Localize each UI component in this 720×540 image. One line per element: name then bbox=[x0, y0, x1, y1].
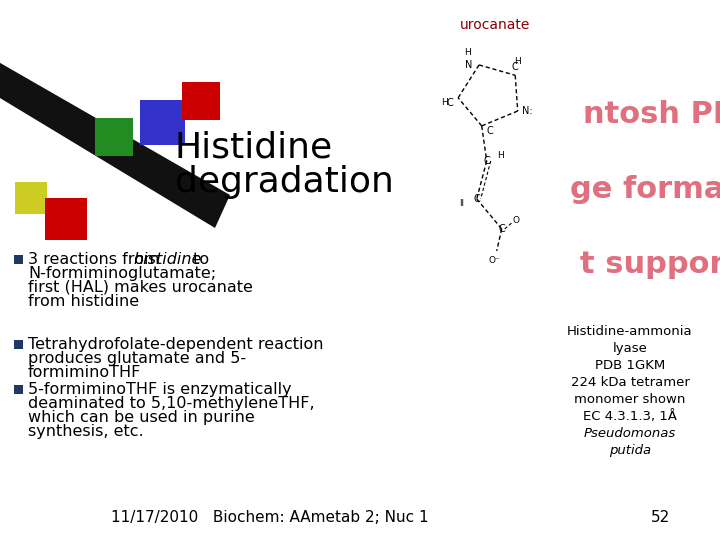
Text: from histidine: from histidine bbox=[28, 294, 139, 309]
Text: Histidine: Histidine bbox=[175, 130, 333, 164]
Bar bbox=[95, 118, 133, 156]
Text: 5-formiminoTHF is enzymatically: 5-formiminoTHF is enzymatically bbox=[28, 382, 292, 397]
Text: PDB 1GKM: PDB 1GKM bbox=[595, 359, 665, 372]
Text: monomer shown: monomer shown bbox=[575, 393, 685, 406]
Bar bbox=[45, 198, 87, 240]
Text: H: H bbox=[498, 151, 504, 160]
Bar bbox=[140, 100, 185, 145]
Bar bbox=[15, 182, 47, 214]
Text: which can be used in purine: which can be used in purine bbox=[28, 410, 255, 425]
Text: II: II bbox=[459, 199, 464, 208]
Bar bbox=[14, 385, 23, 394]
Text: H: H bbox=[514, 57, 521, 66]
Text: formiminoTHF: formiminoTHF bbox=[28, 365, 141, 380]
Text: histidine: histidine bbox=[133, 252, 202, 267]
Text: 3 reactions from: 3 reactions from bbox=[28, 252, 165, 267]
Text: N-formiminoglutamate;: N-formiminoglutamate; bbox=[28, 266, 216, 281]
Bar bbox=[14, 340, 23, 349]
Text: O⁻: O⁻ bbox=[489, 256, 500, 265]
Text: lyase: lyase bbox=[613, 342, 647, 355]
Text: O: O bbox=[512, 217, 519, 225]
Text: C: C bbox=[512, 62, 518, 72]
Text: EC 4.3.1.3, 1Å: EC 4.3.1.3, 1Å bbox=[583, 410, 677, 423]
Text: ntosh PI: ntosh PI bbox=[582, 100, 720, 129]
Text: produces glutamate and 5-: produces glutamate and 5- bbox=[28, 351, 246, 366]
Text: C: C bbox=[446, 98, 454, 108]
Text: deaminated to 5,10-methyleneTHF,: deaminated to 5,10-methyleneTHF, bbox=[28, 396, 315, 411]
Text: H: H bbox=[441, 98, 448, 107]
Text: C: C bbox=[473, 194, 480, 204]
Polygon shape bbox=[0, 60, 230, 228]
Text: first (HAL) makes urocanate: first (HAL) makes urocanate bbox=[28, 280, 253, 295]
Bar bbox=[182, 82, 220, 120]
Text: degradation: degradation bbox=[175, 165, 394, 199]
Text: Tetrahydrofolate-dependent reaction: Tetrahydrofolate-dependent reaction bbox=[28, 337, 323, 352]
Text: ge forma: ge forma bbox=[570, 175, 720, 204]
Text: C: C bbox=[486, 126, 493, 136]
Text: 52: 52 bbox=[650, 510, 670, 525]
Text: synthesis, etc.: synthesis, etc. bbox=[28, 424, 143, 439]
Text: C: C bbox=[483, 156, 490, 166]
Text: N:: N: bbox=[523, 106, 533, 116]
Bar bbox=[14, 255, 23, 264]
Text: urocanate: urocanate bbox=[460, 18, 531, 32]
Text: H: H bbox=[464, 49, 470, 57]
Text: putida: putida bbox=[609, 444, 651, 457]
Text: 224 kDa tetramer: 224 kDa tetramer bbox=[570, 376, 690, 389]
Text: Histidine-ammonia: Histidine-ammonia bbox=[567, 325, 693, 338]
Text: N: N bbox=[465, 60, 473, 70]
Text: C: C bbox=[498, 224, 505, 234]
Text: 11/17/2010   Biochem: AAmetab 2; Nuc 1: 11/17/2010 Biochem: AAmetab 2; Nuc 1 bbox=[111, 510, 429, 525]
Text: to: to bbox=[188, 252, 209, 267]
Text: Pseudomonas: Pseudomonas bbox=[584, 427, 676, 440]
Text: t suppor: t suppor bbox=[580, 250, 720, 279]
